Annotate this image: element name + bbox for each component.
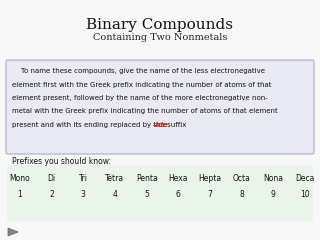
Text: present and with its ending replaced by the suffix: present and with its ending replaced by … <box>12 122 188 128</box>
Text: element first with the Greek prefix indicating the number of atoms of that: element first with the Greek prefix indi… <box>12 82 271 88</box>
Text: Hexa: Hexa <box>169 174 188 183</box>
Text: 6: 6 <box>176 190 181 199</box>
Text: Di: Di <box>48 174 56 183</box>
Text: Binary Compounds: Binary Compounds <box>86 18 234 32</box>
Polygon shape <box>8 228 18 236</box>
Text: 2: 2 <box>49 190 54 199</box>
FancyBboxPatch shape <box>7 165 313 221</box>
Text: 9: 9 <box>271 190 276 199</box>
Text: Nona: Nona <box>263 174 283 183</box>
Text: metal with the Greek prefix indicating the number of atoms of that element: metal with the Greek prefix indicating t… <box>12 108 278 114</box>
Text: 4: 4 <box>113 190 117 199</box>
Text: Tri: Tri <box>79 174 88 183</box>
Text: 5: 5 <box>144 190 149 199</box>
Text: To name these compounds, give the name of the less electronegative: To name these compounds, give the name o… <box>12 68 265 74</box>
Text: 8: 8 <box>239 190 244 199</box>
Text: Deca: Deca <box>295 174 315 183</box>
Text: 3: 3 <box>81 190 86 199</box>
Text: 1: 1 <box>18 190 22 199</box>
Text: Hepta: Hepta <box>198 174 221 183</box>
Text: element present, followed by the name of the more electronegative non-: element present, followed by the name of… <box>12 95 268 101</box>
Text: Penta: Penta <box>136 174 157 183</box>
Text: Mono: Mono <box>10 174 30 183</box>
Text: 7: 7 <box>208 190 212 199</box>
Text: –ide.: –ide. <box>153 122 171 128</box>
Text: Prefixes you should know:: Prefixes you should know: <box>12 157 111 166</box>
FancyBboxPatch shape <box>6 60 314 154</box>
Text: 10: 10 <box>300 190 310 199</box>
Text: Containing Two Nonmetals: Containing Two Nonmetals <box>93 33 227 42</box>
Text: Tetra: Tetra <box>105 174 124 183</box>
Text: Octa: Octa <box>233 174 251 183</box>
